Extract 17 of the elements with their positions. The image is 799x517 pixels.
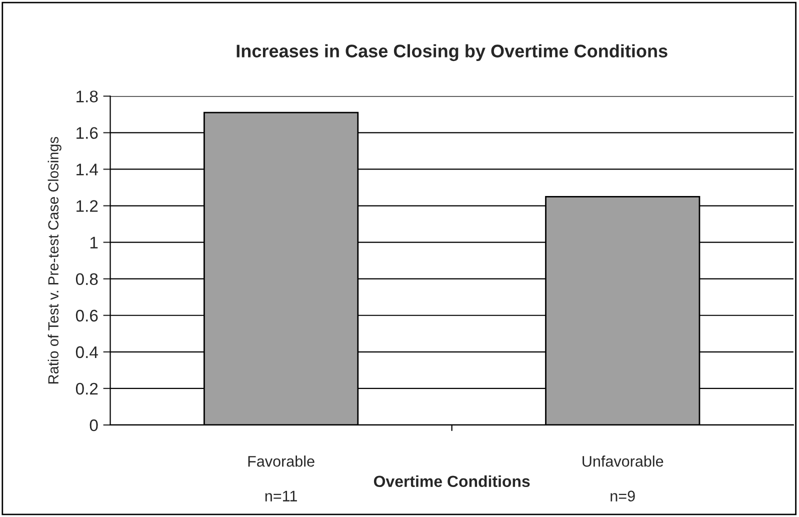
y-tick-label: 0 (90, 419, 98, 432)
y-tick-label: 0.2 (76, 382, 98, 395)
x-tick-label: Unfavorable (582, 456, 664, 467)
text: n=9 (610, 490, 635, 502)
y-tick-label: 1 (90, 236, 98, 248)
chart-title: Increases in Case Closing by Overtime Conditions (236, 44, 668, 62)
y-tick-label: 1.2 (76, 200, 98, 212)
text: n=11 (265, 490, 297, 502)
y-tick-label: 1.6 (76, 127, 98, 139)
y-tick-label: 0.6 (76, 310, 98, 322)
y-tick-label: 0.4 (76, 346, 98, 358)
x-axis-title: Overtime Conditions (374, 475, 530, 488)
x-tick-label: Favorable (248, 456, 314, 467)
y-tick-label: 1.8 (76, 90, 98, 102)
y-tick-label: 0.8 (76, 273, 98, 286)
y-axis-title: Ratio of Test v. Pre-test Case Closings (48, 136, 62, 384)
y-tick-label: 1.4 (76, 164, 98, 176)
